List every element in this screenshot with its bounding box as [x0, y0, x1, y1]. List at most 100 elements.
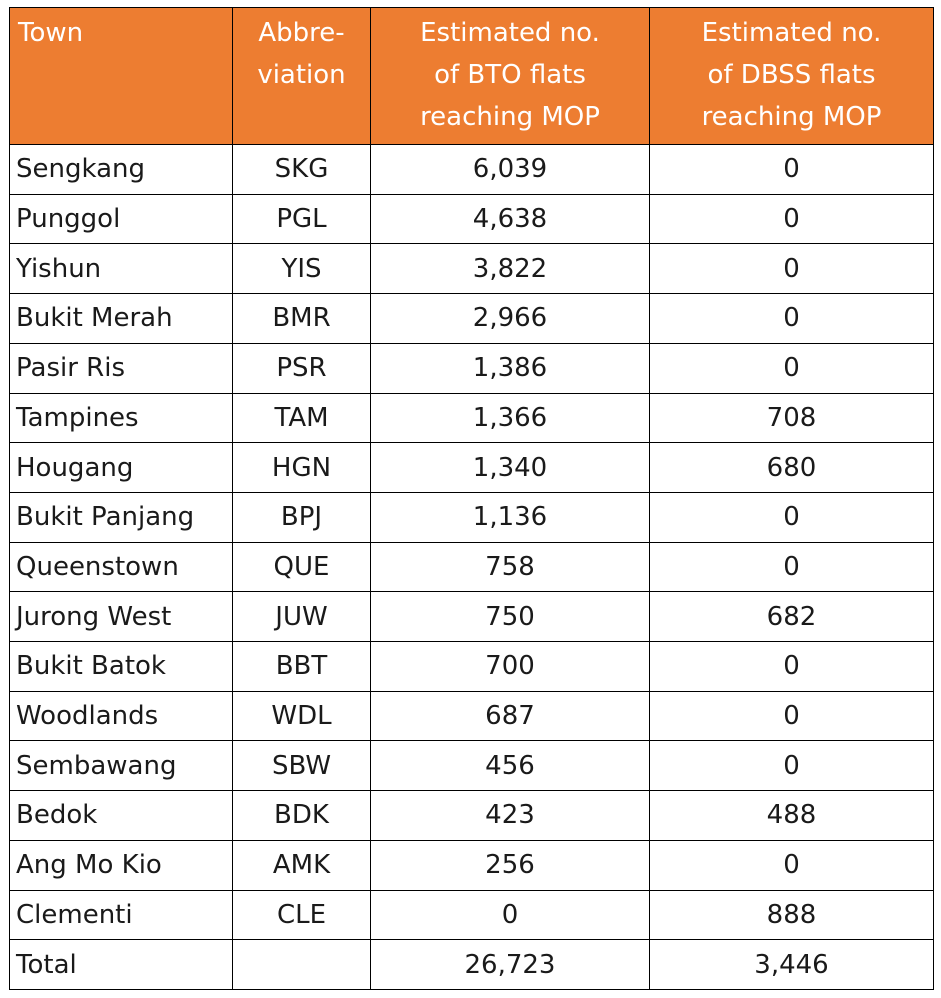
cell-dbss: 0: [649, 541, 934, 593]
cell-dbss: 0: [649, 740, 934, 792]
table-row: Bedok BDK 423 488: [9, 790, 934, 841]
cell-dbss: 708: [649, 392, 934, 444]
cell-bto: 6,039: [370, 144, 650, 195]
table-body: Sengkang SKG 6,039 0 Punggol PGL 4,638 0…: [9, 144, 934, 990]
cell-town: Clementi: [9, 889, 233, 941]
cell-bto: 2,966: [370, 293, 650, 344]
header-bto-line3: reaching MOP: [420, 102, 600, 132]
cell-abbr: WDL: [232, 690, 371, 742]
cell-dbss: 888: [649, 889, 934, 941]
cell-abbr: PGL: [232, 193, 371, 245]
cell-dbss: 0: [649, 342, 934, 394]
header-dbss-line3: reaching MOP: [701, 102, 882, 132]
cell-dbss: 0: [649, 641, 934, 692]
table-row: Hougang HGN 1,340 680: [9, 442, 934, 493]
cell-abbr: PSR: [232, 342, 371, 394]
cell-bto: 750: [370, 591, 650, 643]
header-abbreviation: Abbre- viation: [232, 7, 371, 145]
header-town: Town: [9, 7, 233, 145]
header-row: Town Abbre- viation Estimated no. of BTO…: [9, 7, 934, 145]
cell-town: Sembawang: [9, 740, 233, 792]
cell-town: Bedok: [9, 790, 233, 841]
cell-abbr: YIS: [232, 243, 371, 295]
header-dbss-line1: Estimated no.: [701, 18, 882, 48]
cell-dbss: 0: [649, 144, 934, 195]
header-town-label: Town: [18, 18, 84, 48]
cell-bto: 3,822: [370, 243, 650, 295]
cell-town: Sengkang: [9, 144, 233, 195]
table-row: Yishun YIS 3,822 0: [9, 243, 934, 295]
cell-dbss: 0: [649, 839, 934, 891]
table-row: Bukit Merah BMR 2,966 0: [9, 293, 934, 344]
header-bto: Estimated no. of BTO flats reaching MOP: [370, 7, 650, 145]
cell-town: Ang Mo Kio: [9, 839, 233, 891]
cell-dbss: 0: [649, 243, 934, 295]
cell-bto: 256: [370, 839, 650, 891]
table-row: Bukit Batok BBT 700 0: [9, 641, 934, 692]
cell-abbr: QUE: [232, 541, 371, 593]
total-row: Total 26,723 3,446: [9, 939, 934, 990]
cell-dbss: 0: [649, 193, 934, 245]
cell-town: Bukit Batok: [9, 641, 233, 692]
total-label: Total: [9, 939, 233, 990]
cell-abbr: SKG: [232, 144, 371, 195]
cell-dbss: 0: [649, 690, 934, 742]
table-row: Pasir Ris PSR 1,386 0: [9, 342, 934, 394]
table-row: Sengkang SKG 6,039 0: [9, 144, 934, 195]
header-abbr-line1: Abbre-: [258, 18, 345, 48]
cell-town: Bukit Panjang: [9, 491, 233, 543]
cell-abbr: JUW: [232, 591, 371, 643]
table-header: Town Abbre- viation Estimated no. of BTO…: [9, 7, 934, 145]
total-abbr: [232, 939, 371, 990]
cell-bto: 423: [370, 790, 650, 841]
cell-town: Pasir Ris: [9, 342, 233, 394]
cell-bto: 1,386: [370, 342, 650, 394]
cell-dbss: 0: [649, 293, 934, 344]
cell-abbr: BBT: [232, 641, 371, 692]
header-dbss: Estimated no. of DBSS flats reaching MOP: [649, 7, 934, 145]
cell-bto: 700: [370, 641, 650, 692]
cell-bto: 687: [370, 690, 650, 742]
cell-abbr: SBW: [232, 740, 371, 792]
cell-bto: 758: [370, 541, 650, 593]
table-row: Tampines TAM 1,366 708: [9, 392, 934, 444]
header-bto-line2: of BTO flats: [434, 60, 586, 90]
table-row: Bukit Panjang BPJ 1,136 0: [9, 491, 934, 543]
cell-abbr: BPJ: [232, 491, 371, 543]
cell-town: Punggol: [9, 193, 233, 245]
cell-abbr: CLE: [232, 889, 371, 941]
cell-abbr: AMK: [232, 839, 371, 891]
mop-flats-table: Town Abbre- viation Estimated no. of BTO…: [9, 7, 934, 990]
total-dbss: 3,446: [649, 939, 934, 990]
cell-town: Queenstown: [9, 541, 233, 593]
cell-bto: 1,136: [370, 491, 650, 543]
cell-bto: 1,340: [370, 442, 650, 493]
cell-abbr: HGN: [232, 442, 371, 493]
total-bto: 26,723: [370, 939, 650, 990]
table-row: Clementi CLE 0 888: [9, 889, 934, 941]
cell-bto: 1,366: [370, 392, 650, 444]
cell-abbr: BDK: [232, 790, 371, 841]
cell-bto: 0: [370, 889, 650, 941]
table-row: Woodlands WDL 687 0: [9, 690, 934, 742]
cell-bto: 456: [370, 740, 650, 792]
header-abbr-line2: viation: [257, 60, 346, 90]
cell-abbr: TAM: [232, 392, 371, 444]
cell-town: Tampines: [9, 392, 233, 444]
cell-dbss: 682: [649, 591, 934, 643]
cell-dbss: 488: [649, 790, 934, 841]
table-row: Ang Mo Kio AMK 256 0: [9, 839, 934, 891]
table-row: Sembawang SBW 456 0: [9, 740, 934, 792]
cell-town: Woodlands: [9, 690, 233, 742]
cell-dbss: 0: [649, 491, 934, 543]
table-row: Queenstown QUE 758 0: [9, 541, 934, 593]
cell-abbr: BMR: [232, 293, 371, 344]
header-dbss-line2: of DBSS flats: [707, 60, 876, 90]
cell-bto: 4,638: [370, 193, 650, 245]
cell-town: Yishun: [9, 243, 233, 295]
table-row: Jurong West JUW 750 682: [9, 591, 934, 643]
cell-town: Hougang: [9, 442, 233, 493]
cell-town: Jurong West: [9, 591, 233, 643]
table-row: Punggol PGL 4,638 0: [9, 193, 934, 245]
header-bto-line1: Estimated no.: [420, 18, 600, 48]
